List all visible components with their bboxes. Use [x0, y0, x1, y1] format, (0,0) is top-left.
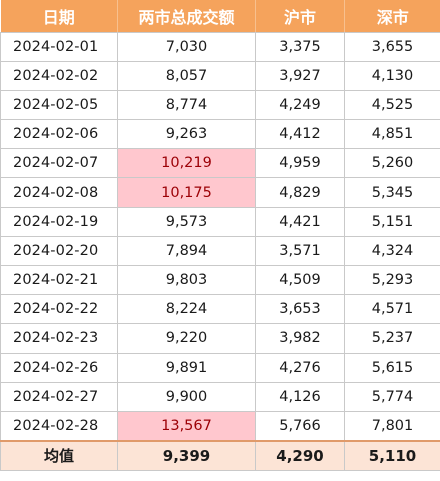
cell-sh[interactable]: 3,375: [255, 32, 345, 62]
average-sh: 4,290: [255, 439, 345, 472]
cell-date[interactable]: 2024-02-08: [0, 177, 118, 208]
cell-total[interactable]: 10,219: [117, 148, 256, 179]
cell-date[interactable]: 2024-02-27: [0, 382, 118, 412]
header-date: 日期: [0, 0, 118, 33]
table-row: 2024-02-19 9,573 4,421 5,151: [0, 207, 440, 237]
cell-total[interactable]: 9,900: [117, 382, 256, 412]
table-footer: 均值 9,399 4,290 5,110: [0, 439, 440, 472]
table-row: 2024-02-21 9,803 4,509 5,293: [0, 265, 440, 296]
cell-sh[interactable]: 4,126: [255, 382, 345, 412]
cell-total[interactable]: 9,220: [117, 323, 256, 354]
cell-date[interactable]: 2024-02-05: [0, 90, 118, 121]
table-row: 2024-02-28 13,567 5,766 7,801: [0, 411, 440, 442]
cell-total[interactable]: 8,057: [117, 61, 256, 91]
cell-sh[interactable]: 4,249: [255, 90, 345, 121]
cell-total[interactable]: 9,263: [117, 119, 256, 150]
average-total: 9,399: [117, 439, 256, 472]
cell-date[interactable]: 2024-02-22: [0, 294, 118, 325]
cell-date[interactable]: 2024-02-06: [0, 119, 118, 150]
cell-date[interactable]: 2024-02-26: [0, 353, 118, 383]
cell-sh[interactable]: 3,653: [255, 294, 345, 325]
table-body: 2024-02-01 7,030 3,375 3,655 2024-02-02 8,057…: [0, 32, 440, 442]
cell-total[interactable]: 9,803: [117, 265, 256, 296]
header-total: 两市总成交额: [117, 0, 256, 33]
cell-sh[interactable]: 5,766: [255, 411, 345, 442]
cell-total[interactable]: 10,175: [117, 177, 256, 208]
cell-date[interactable]: 2024-02-07: [0, 148, 118, 179]
cell-date[interactable]: 2024-02-23: [0, 323, 118, 354]
cell-sz[interactable]: 5,345: [344, 177, 440, 208]
cell-date[interactable]: 2024-02-21: [0, 265, 118, 296]
cell-sz[interactable]: 3,655: [344, 32, 440, 62]
cell-sz[interactable]: 4,525: [344, 90, 440, 121]
cell-total[interactable]: 9,573: [117, 207, 256, 237]
cell-sz[interactable]: 5,615: [344, 353, 440, 383]
table-row: 2024-02-07 10,219 4,959 5,260: [0, 148, 440, 179]
cell-sh[interactable]: 4,509: [255, 265, 345, 296]
cell-date[interactable]: 2024-02-20: [0, 236, 118, 267]
cell-sh[interactable]: 3,571: [255, 236, 345, 267]
table-row: 2024-02-20 7,894 3,571 4,324: [0, 236, 440, 267]
average-label: 均值: [0, 439, 118, 472]
cell-sz[interactable]: 5,237: [344, 323, 440, 354]
cell-sh[interactable]: 4,276: [255, 353, 345, 383]
table-row: 2024-02-22 8,224 3,653 4,571: [0, 294, 440, 325]
cell-sz[interactable]: 4,851: [344, 119, 440, 150]
table-row: 2024-02-01 7,030 3,375 3,655: [0, 32, 440, 62]
header-sz: 深市: [344, 0, 440, 33]
table-row: 2024-02-05 8,774 4,249 4,525: [0, 90, 440, 121]
cell-sh[interactable]: 4,421: [255, 207, 345, 237]
cell-date[interactable]: 2024-02-28: [0, 411, 118, 442]
header-row: 日期 两市总成交额 沪市 深市: [0, 0, 440, 33]
cell-sz[interactable]: 5,260: [344, 148, 440, 179]
average-row: 均值 9,399 4,290 5,110: [0, 439, 440, 472]
cell-sz[interactable]: 4,324: [344, 236, 440, 267]
cell-total[interactable]: 8,224: [117, 294, 256, 325]
cell-date[interactable]: 2024-02-02: [0, 61, 118, 91]
cell-sh[interactable]: 3,982: [255, 323, 345, 354]
cell-sz[interactable]: 4,571: [344, 294, 440, 325]
cell-sh[interactable]: 4,412: [255, 119, 345, 150]
table-row: 2024-02-08 10,175 4,829 5,345: [0, 177, 440, 208]
table-row: 2024-02-23 9,220 3,982 5,237: [0, 323, 440, 354]
cell-sh[interactable]: 3,927: [255, 61, 345, 91]
cell-sz[interactable]: 5,293: [344, 265, 440, 296]
table-row: 2024-02-06 9,263 4,412 4,851: [0, 119, 440, 150]
cell-total[interactable]: 7,894: [117, 236, 256, 267]
cell-total[interactable]: 13,567: [117, 411, 256, 442]
table-row: 2024-02-26 9,891 4,276 5,615: [0, 353, 440, 383]
table-row: 2024-02-02 8,057 3,927 4,130: [0, 61, 440, 91]
cell-sz[interactable]: 5,151: [344, 207, 440, 237]
table-row: 2024-02-27 9,900 4,126 5,774: [0, 382, 440, 412]
cell-total[interactable]: 7,030: [117, 32, 256, 62]
cell-sh[interactable]: 4,959: [255, 148, 345, 179]
cell-total[interactable]: 8,774: [117, 90, 256, 121]
cell-sh[interactable]: 4,829: [255, 177, 345, 208]
cell-date[interactable]: 2024-02-19: [0, 207, 118, 237]
cell-date[interactable]: 2024-02-01: [0, 32, 118, 62]
average-sz: 5,110: [344, 439, 440, 472]
table-header: 日期 两市总成交额 沪市 深市: [0, 0, 440, 33]
cell-sz[interactable]: 5,774: [344, 382, 440, 412]
cell-total[interactable]: 9,891: [117, 353, 256, 383]
cell-sz[interactable]: 7,801: [344, 411, 440, 442]
header-sh: 沪市: [255, 0, 345, 33]
cell-sz[interactable]: 4,130: [344, 61, 440, 91]
